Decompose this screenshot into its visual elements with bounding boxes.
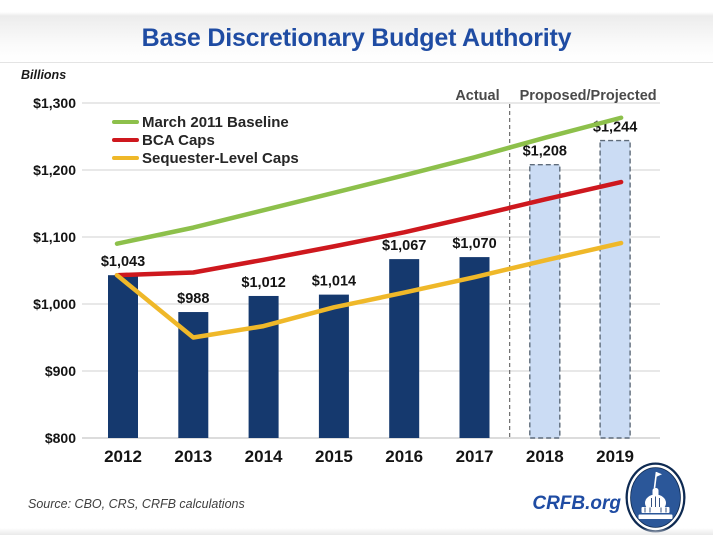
bar-label-2015: $1,014	[312, 274, 356, 290]
y-tick-1100: $1,100	[33, 229, 76, 245]
section-label-projected: Proposed/Projected	[520, 88, 657, 104]
bar-label-2017: $1,070	[452, 236, 496, 252]
chart-header: Base Discretionary Budget Authority	[0, 0, 713, 63]
bar-label-2012: $1,043	[101, 254, 145, 270]
legend-item-bca-caps: BCA Caps	[112, 131, 299, 149]
x-tick-2016: 2016	[385, 447, 423, 466]
bar-2014	[248, 295, 279, 438]
section-label-actual: Actual	[455, 88, 499, 104]
x-tick-2013: 2013	[174, 447, 212, 466]
legend-label: BCA Caps	[142, 131, 215, 149]
bar-2016	[389, 259, 420, 438]
line-march-2011-baseline	[114, 115, 624, 246]
legend-line-swatch-yellow	[112, 155, 139, 161]
x-tick-2019: 2019	[596, 447, 634, 466]
bar-label-2013: $988	[177, 291, 209, 307]
bottom-edge-shade	[0, 528, 713, 535]
legend-line-swatch-green	[112, 119, 139, 125]
y-tick-1300: $1,300	[33, 95, 76, 111]
crfb-logo	[625, 462, 686, 533]
y-tick-800: $800	[45, 430, 76, 446]
x-tick-2015: 2015	[315, 447, 353, 466]
legend-item-sequester-level-caps: Sequester-Level Caps	[112, 149, 299, 167]
legend: March 2011 Baseline BCA Caps Sequester-L…	[112, 113, 299, 167]
source-note: Source: CBO, CRS, CRFB calculations	[28, 497, 245, 511]
line-sequester-level-caps	[114, 240, 624, 340]
y-tick-1200: $1,200	[33, 162, 76, 178]
x-tick-2018: 2018	[526, 447, 564, 466]
crfb-brand-link[interactable]: CRFB.org	[532, 493, 621, 514]
y-tick-900: $900	[45, 363, 76, 379]
legend-label: Sequester-Level Caps	[142, 149, 299, 167]
bar-2019	[599, 139, 631, 439]
bar-2018	[529, 163, 561, 439]
legend-item-march-2011-baseline: March 2011 Baseline	[112, 113, 299, 131]
y-tick-1000: $1,000	[33, 296, 76, 312]
y-axis-unit-label: Billions	[21, 68, 67, 82]
bar-2012	[108, 275, 138, 438]
bar-label-2014: $1,012	[241, 275, 285, 291]
bar-2017	[459, 257, 490, 438]
x-tick-2014: 2014	[245, 447, 283, 466]
line-bca-caps	[114, 179, 624, 278]
legend-label: March 2011 Baseline	[142, 113, 289, 131]
bar-label-2016: $1,067	[382, 238, 426, 254]
page-title: Base Discretionary Budget Authority	[141, 23, 572, 52]
bar-2015	[318, 294, 349, 438]
x-tick-2017: 2017	[456, 447, 494, 466]
bar-2013	[178, 312, 209, 438]
bar-label-2018: $1,208	[523, 144, 567, 160]
x-tick-2012: 2012	[104, 447, 142, 466]
legend-line-swatch-red	[112, 137, 139, 143]
capitol-icon	[638, 471, 673, 519]
